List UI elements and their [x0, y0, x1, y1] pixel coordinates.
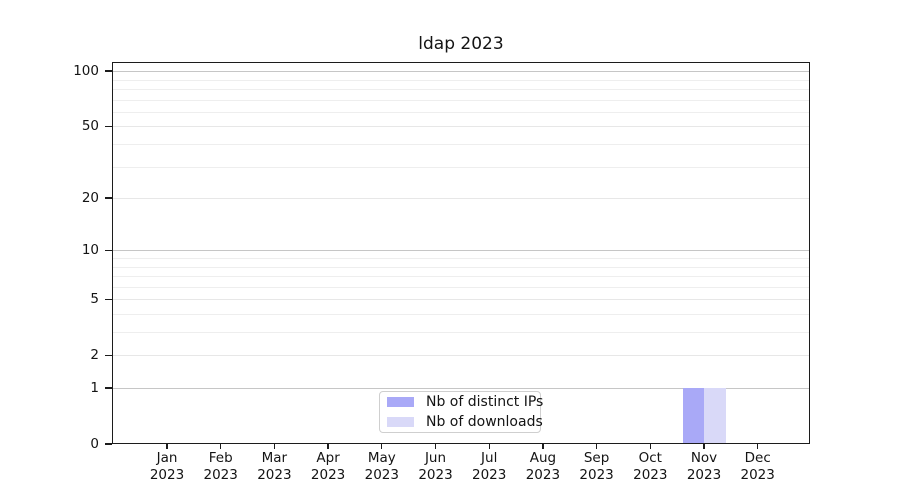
y-tick-label: 20	[81, 189, 99, 206]
legend-label: Nb of distinct IPs	[426, 394, 544, 410]
y-tick-label: 2	[90, 346, 99, 363]
y-tick-label: 10	[81, 241, 99, 258]
x-tick-label: Jul 2023	[444, 450, 534, 483]
y-tick-mark	[105, 387, 112, 389]
x-tick-label-line: Apr	[316, 450, 340, 466]
legend-item: Nb of distinct IPs	[380, 392, 544, 412]
x-tick-label-line: Aug	[529, 450, 557, 466]
minor-gridline	[113, 111, 809, 113]
x-tick-label-line: 2023	[525, 466, 561, 483]
y-tick-mark	[105, 443, 112, 445]
y-tick-mark	[105, 298, 112, 300]
x-tick-label-line: Mar	[261, 450, 288, 466]
y-tick-label: 5	[90, 290, 99, 307]
x-tick-mark	[273, 444, 276, 449]
y-tick-mark	[105, 70, 112, 72]
x-tick-label-line: Dec	[744, 450, 771, 466]
x-tick-label-line: May	[367, 450, 396, 466]
minor-gridline	[113, 88, 809, 90]
x-tick-mark	[542, 444, 544, 449]
legend-label: Nb of downloads	[426, 414, 543, 430]
minor-gridline	[113, 332, 809, 333]
x-tick-label: Aug 2023	[498, 450, 588, 483]
x-tick-label-line: 2023	[686, 466, 722, 483]
minor-gridline	[113, 166, 809, 168]
x-tick-mark	[327, 444, 329, 449]
x-tick-mark	[166, 444, 168, 449]
major-gridline	[113, 71, 809, 73]
bar-nb-of-distinct-ips	[682, 388, 704, 443]
major-gridline	[113, 250, 809, 252]
x-tick-mark	[220, 444, 222, 449]
x-tick-label-line: 2023	[472, 466, 507, 483]
legend: Nb of distinct IPs Nb of downloads	[379, 391, 544, 433]
sub-gridline	[113, 198, 809, 199]
x-tick-label-line: 2023	[149, 466, 185, 483]
x-tick-label-line: Nov	[690, 450, 718, 466]
y-tick-mark	[105, 125, 112, 127]
x-tick-label: Mar 2023	[229, 450, 319, 483]
legend-swatch	[387, 396, 414, 408]
x-tick-label: Sep 2023	[552, 450, 642, 483]
y-tick-mark	[105, 354, 112, 356]
legend-swatch	[387, 416, 414, 428]
minor-gridline	[113, 143, 809, 145]
minor-gridline	[113, 257, 809, 259]
x-tick-label-line: Jan	[156, 450, 178, 466]
minor-gridline	[113, 99, 809, 101]
minor-gridline	[113, 313, 809, 315]
major-gridline	[113, 388, 809, 389]
y-tick-mark	[105, 249, 112, 251]
minor-gridline	[113, 276, 809, 277]
y-tick-label: 1	[90, 379, 99, 396]
x-tick-label-line: 2023	[257, 466, 292, 483]
x-tick-label: Nov 2023	[659, 450, 749, 483]
x-tick-label: Jan 2023	[122, 450, 212, 483]
x-tick-mark	[381, 444, 383, 449]
x-tick-label: Jun 2023	[391, 450, 481, 483]
x-tick-label-line: Sep	[583, 450, 610, 466]
plot-area	[112, 62, 810, 444]
x-tick-label: May 2023	[337, 450, 427, 483]
y-tick-mark	[105, 197, 112, 199]
x-tick-label-line: Oct	[638, 450, 662, 466]
sub-gridline	[113, 126, 809, 128]
x-tick-mark	[595, 444, 598, 449]
x-tick-label: Dec 2023	[713, 450, 803, 483]
x-tick-mark	[488, 444, 490, 449]
legend-item: Nb of downloads	[380, 412, 543, 432]
x-tick-label-line: 2023	[364, 466, 399, 483]
x-tick-mark	[703, 444, 705, 449]
x-tick-label-line: 2023	[418, 466, 453, 483]
x-tick-label: Oct 2023	[605, 450, 695, 483]
x-tick-mark	[434, 444, 437, 449]
minor-gridline	[113, 286, 809, 288]
minor-gridline	[113, 266, 809, 268]
y-tick-label: 50	[81, 117, 99, 134]
x-tick-label-line: 2023	[310, 466, 346, 483]
x-tick-label-line: Jun	[424, 450, 447, 466]
x-tick-label-line: 2023	[740, 466, 775, 483]
x-tick-label-line: Feb	[208, 450, 233, 466]
minor-gridline	[113, 79, 809, 81]
y-tick-label: 0	[90, 435, 99, 452]
x-tick-label-line: 2023	[579, 466, 614, 483]
sub-gridline	[113, 299, 809, 301]
x-tick-label-line: Jul	[481, 450, 498, 466]
bar-nb-of-downloads	[704, 388, 726, 443]
x-tick-label: Feb 2023	[176, 450, 266, 483]
x-tick-label-line: 2023	[203, 466, 238, 483]
x-tick-label: Apr 2023	[283, 450, 373, 483]
x-tick-mark	[649, 444, 651, 449]
x-tick-mark	[757, 444, 759, 449]
chart-title: ldap 2023	[418, 34, 504, 54]
sub-gridline	[113, 355, 809, 357]
y-tick-label: 100	[73, 62, 99, 79]
x-tick-label-line: 2023	[633, 466, 668, 483]
